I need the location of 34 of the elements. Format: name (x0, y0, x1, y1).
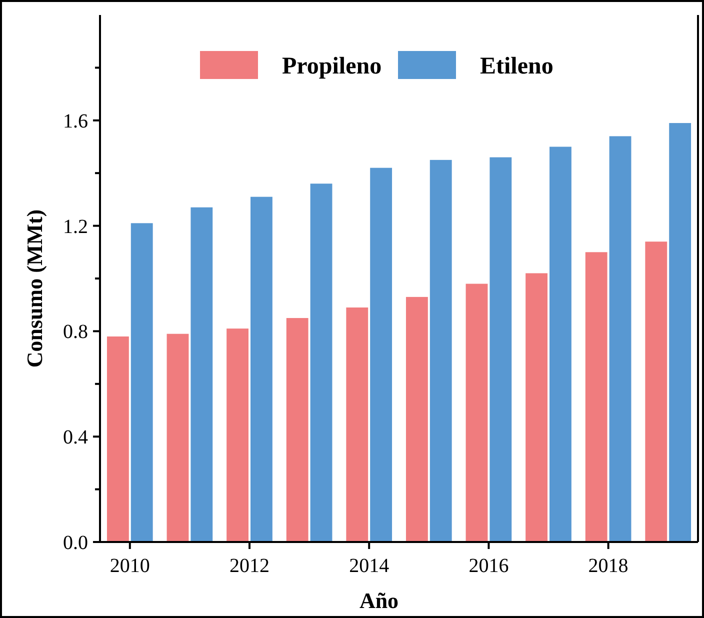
y-axis-title: Consumo (MMt) (22, 209, 47, 368)
bar (370, 168, 392, 542)
bar (490, 157, 512, 542)
bar (346, 307, 368, 542)
bar (669, 123, 692, 542)
x-tick-label: 2010 (110, 555, 150, 577)
y-tick-label: 1.6 (63, 110, 88, 132)
y-tick-label: 0.8 (63, 321, 88, 344)
bar (190, 207, 213, 542)
bar (166, 334, 189, 542)
bar (645, 242, 668, 542)
bar (286, 318, 308, 542)
bar (526, 273, 548, 542)
x-tick-label: 2014 (349, 555, 390, 577)
bar (130, 223, 153, 542)
y-tick-label: 1.2 (63, 216, 88, 238)
bar (226, 328, 248, 542)
bar (106, 336, 129, 542)
bar (466, 284, 488, 542)
bar (550, 146, 572, 542)
y-tick-label: 0.0 (63, 532, 88, 554)
bar (310, 184, 332, 542)
bar (585, 252, 608, 542)
bar (250, 196, 272, 542)
legend-label: Etileno (480, 53, 554, 80)
x-tick-label: 2018 (588, 555, 628, 577)
x-tick-label: 2016 (468, 555, 509, 577)
x-axis-title: Año (359, 588, 399, 613)
bar (609, 136, 632, 542)
bar (406, 296, 428, 542)
y-tick-label: 0.4 (63, 426, 88, 449)
bar (430, 160, 452, 542)
legend-label: Propileno (282, 53, 382, 80)
x-tick-label: 2012 (230, 555, 270, 577)
